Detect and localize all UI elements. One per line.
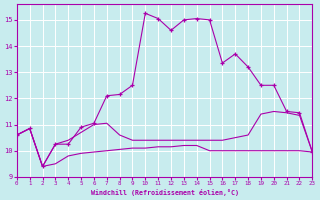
X-axis label: Windchill (Refroidissement éolien,°C): Windchill (Refroidissement éolien,°C) xyxy=(91,189,239,196)
